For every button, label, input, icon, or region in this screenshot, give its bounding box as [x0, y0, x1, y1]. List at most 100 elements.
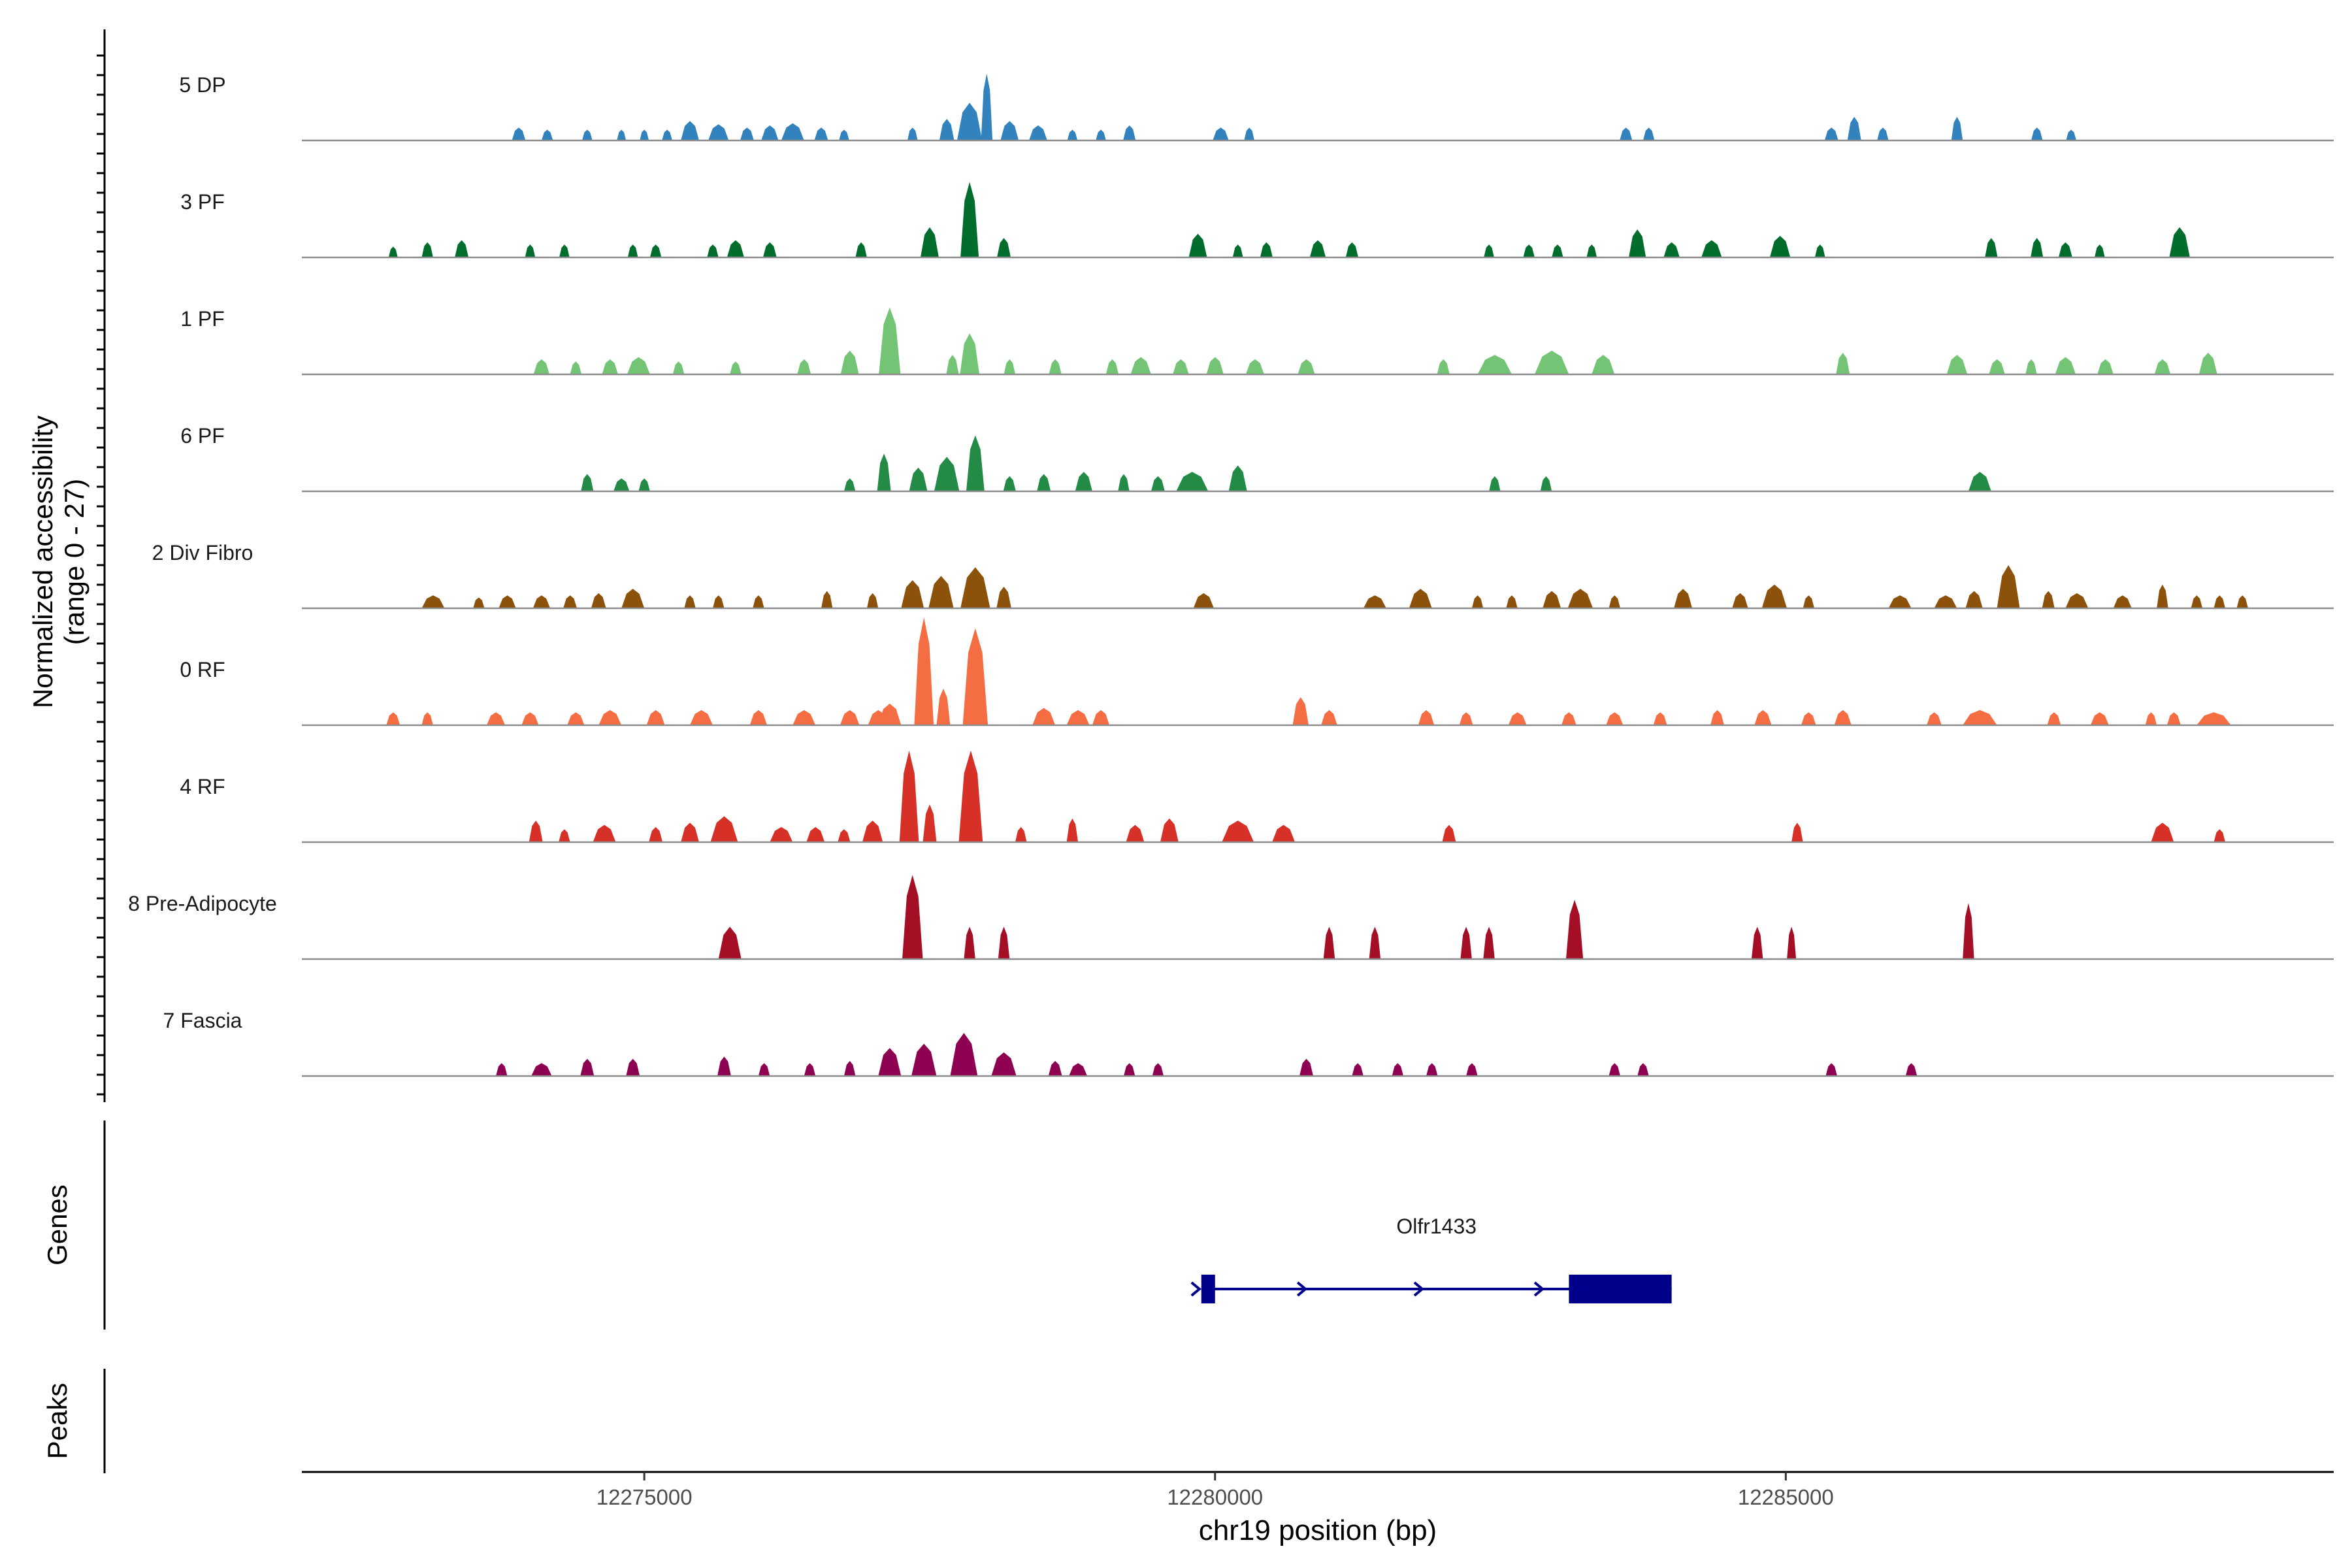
coverage-peak: [455, 240, 469, 257]
coverage-peak: [804, 1063, 816, 1076]
coverage-peak: [2055, 357, 2076, 374]
peaks-panel: Peaks: [42, 1369, 106, 1473]
coverage-peak: [1272, 825, 1296, 842]
coverage-peak: [1029, 125, 1047, 140]
coverage-peak: [531, 1063, 552, 1076]
coverage-peak: [956, 103, 983, 140]
coverage-peak: [386, 712, 400, 725]
y-axis-title-line1: Normalized accessibility: [27, 416, 58, 708]
coverage-peak: [2197, 712, 2231, 725]
x-tick-label: 12280000: [1167, 1485, 1263, 1509]
coverage-peak: [1592, 355, 1615, 374]
coverage-peak: [2066, 129, 2076, 140]
track-5-dp: 5 DP: [179, 73, 2334, 142]
coverage-peak: [1049, 359, 1062, 374]
coverage-peak: [487, 712, 505, 725]
x-tick-label: 12275000: [596, 1485, 693, 1509]
coverage-peak: [902, 875, 923, 959]
coverage-peak: [1997, 565, 2020, 608]
coverage-peak: [1298, 359, 1315, 374]
coverage-peak: [681, 823, 699, 842]
coverage-peak: [1609, 1063, 1620, 1076]
coverage-peak: [1620, 127, 1633, 140]
coverage-peak: [1523, 244, 1535, 257]
coverage-peak: [1037, 474, 1051, 491]
coverage-peak: [1989, 359, 2005, 374]
y-axis-title-range: (range 0 - 27): [59, 479, 90, 645]
coverage-peak: [1075, 472, 1092, 491]
coverage-peak: [649, 826, 663, 842]
coverage-peak: [581, 129, 593, 140]
coverage-peak: [1489, 476, 1501, 491]
track-label: 4 RF: [180, 775, 225, 798]
coverage-peak: [1642, 127, 1655, 140]
coverage-peak: [525, 244, 536, 257]
coverage-peak: [939, 119, 955, 140]
track-3-pf: 3 PF: [180, 182, 2334, 259]
coverage-peak: [1442, 825, 1456, 842]
y-axis-title: Normalized accessibility: [27, 416, 58, 708]
coverage-peak: [792, 710, 816, 725]
coverage-peak: [1824, 127, 1838, 140]
coverage-peak: [672, 361, 685, 374]
coverage-peak: [781, 123, 804, 140]
coverage-peak: [962, 628, 988, 725]
coverage-peak: [591, 593, 606, 608]
coverage-peak: [2042, 591, 2055, 608]
coverage-peak: [921, 227, 939, 257]
coverage-peak: [713, 595, 725, 608]
coverage-peak: [1836, 353, 1850, 374]
coverage-peak: [1484, 244, 1494, 257]
coverage-peak: [533, 359, 550, 374]
coverage-peak: [1710, 710, 1724, 725]
coverage-peak: [2198, 353, 2217, 374]
coverage-peak: [1606, 712, 1624, 725]
coverage-peak: [877, 453, 891, 491]
coverage-peak: [879, 307, 901, 374]
coverage-peak: [2145, 712, 2157, 725]
coverage-peak: [855, 242, 867, 257]
track-0-rf: 0 RF: [180, 617, 2334, 727]
coverage-peak: [907, 127, 918, 140]
coverage-peak: [421, 712, 433, 725]
coverage-peak: [2090, 712, 2109, 725]
coverage-peak: [563, 595, 578, 608]
coverage-peak: [1092, 710, 1110, 725]
coverage-peak: [1963, 710, 1997, 725]
coverage-peak: [1345, 242, 1358, 257]
coverage-peak: [1222, 821, 1254, 842]
coverage-peak: [1004, 359, 1015, 374]
coverage-peak: [1508, 712, 1527, 725]
coverage-peak: [2025, 359, 2037, 374]
coverage-peak: [946, 355, 959, 374]
coverage-peak: [1123, 125, 1136, 140]
coverage-peak: [1653, 712, 1667, 725]
coverage-peak: [1888, 595, 1912, 608]
coverage-peak: [1151, 476, 1165, 491]
gene-exon: [1201, 1275, 1215, 1303]
coverage-peak: [740, 127, 754, 140]
coverage-peak: [1535, 350, 1569, 374]
coverage-peak: [730, 361, 742, 374]
coverage-peak: [1751, 926, 1763, 959]
coverage-peak: [797, 359, 811, 374]
coverage-peak: [1176, 472, 1209, 491]
coverage-peak: [529, 821, 543, 842]
strand-arrow: [1533, 1281, 1545, 1297]
track-8-pre-adipocyte: 8 Pre-Adipocyte: [128, 875, 2334, 960]
track-label: 0 RF: [180, 658, 225, 681]
coverage-peak: [762, 242, 777, 257]
coverage-peak: [498, 595, 516, 608]
coverage-peak: [1934, 595, 1957, 608]
coverage-peak: [1260, 242, 1273, 257]
coverage-peak: [1048, 1060, 1062, 1076]
coverage-peak: [1228, 465, 1247, 491]
coverage-peak: [840, 350, 859, 374]
coverage-peak: [934, 457, 960, 491]
x-axis-title: chr19 position (bp): [1199, 1514, 1437, 1546]
coverage-peak: [598, 710, 622, 725]
coverage-peak: [567, 712, 585, 725]
coverage-peak: [1506, 595, 1518, 608]
coverage-peak: [1066, 710, 1090, 725]
coverage-peak: [388, 246, 398, 257]
